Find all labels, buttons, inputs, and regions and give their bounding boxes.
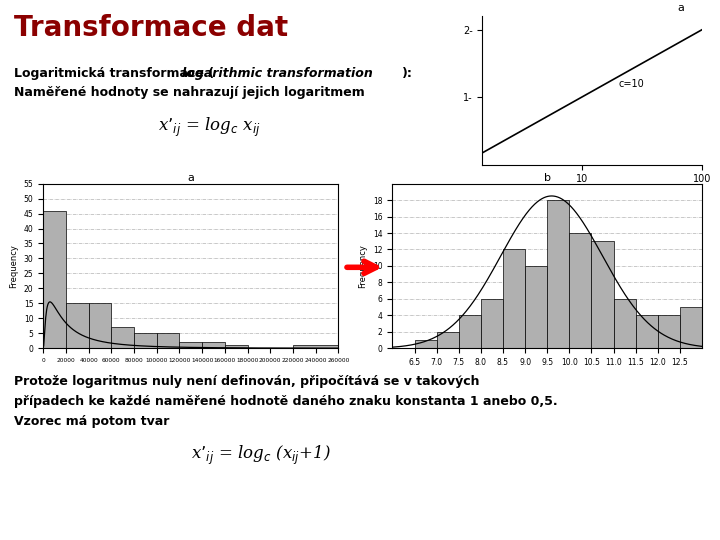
Text: Protože logaritmus nuly není definován, připočítává se v takových: Protože logaritmus nuly není definován, … (14, 375, 480, 388)
Bar (636, 315, 658, 348)
Y-axis label: Frequency: Frequency (9, 244, 18, 288)
Bar (680, 307, 702, 348)
Bar (591, 241, 613, 348)
Bar (570, 233, 591, 348)
Text: Vzorec má potom tvar: Vzorec má potom tvar (14, 415, 170, 428)
Text: Logaritmická transformace (: Logaritmická transformace ( (14, 68, 215, 80)
Text: případech ke každé naměřené hodnotě daného znaku konstanta 1 anebo 0,5.: případech ke každé naměřené hodnotě dané… (14, 395, 558, 408)
Bar (179, 342, 202, 348)
Text: Transformace dat: Transformace dat (14, 14, 289, 42)
Y-axis label: Frequency: Frequency (359, 244, 367, 288)
Bar (613, 299, 636, 348)
Title: a: a (187, 173, 194, 183)
Bar (89, 303, 112, 348)
Bar (134, 333, 157, 348)
Bar (157, 333, 179, 348)
Text: x’$_{ij}$ = log$_c$ (x$_{ij}$+1): x’$_{ij}$ = log$_c$ (x$_{ij}$+1) (191, 444, 330, 467)
Text: Naměřené hodnoty se nahrazují jejich logaritmem: Naměřené hodnoty se nahrazují jejich log… (14, 86, 365, 99)
Bar (459, 315, 481, 348)
Text: x’$_{ij}$ = log$_c$ x$_{ij}$: x’$_{ij}$ = log$_c$ x$_{ij}$ (158, 116, 261, 139)
Bar (202, 342, 225, 348)
Text: a: a (678, 3, 685, 13)
Bar (525, 266, 547, 348)
Bar (503, 249, 525, 348)
Bar (66, 303, 89, 348)
Bar (112, 327, 134, 348)
Bar (43, 211, 66, 348)
Title: b: b (544, 173, 551, 183)
Bar (547, 200, 570, 348)
Bar (293, 345, 338, 348)
Bar (415, 340, 436, 348)
Bar (658, 315, 680, 348)
Bar (436, 332, 459, 348)
Text: logarithmic transformation: logarithmic transformation (182, 68, 373, 80)
Text: c=10: c=10 (618, 79, 644, 90)
Bar (481, 299, 503, 348)
Bar (225, 345, 248, 348)
Text: ):: ): (402, 68, 413, 80)
